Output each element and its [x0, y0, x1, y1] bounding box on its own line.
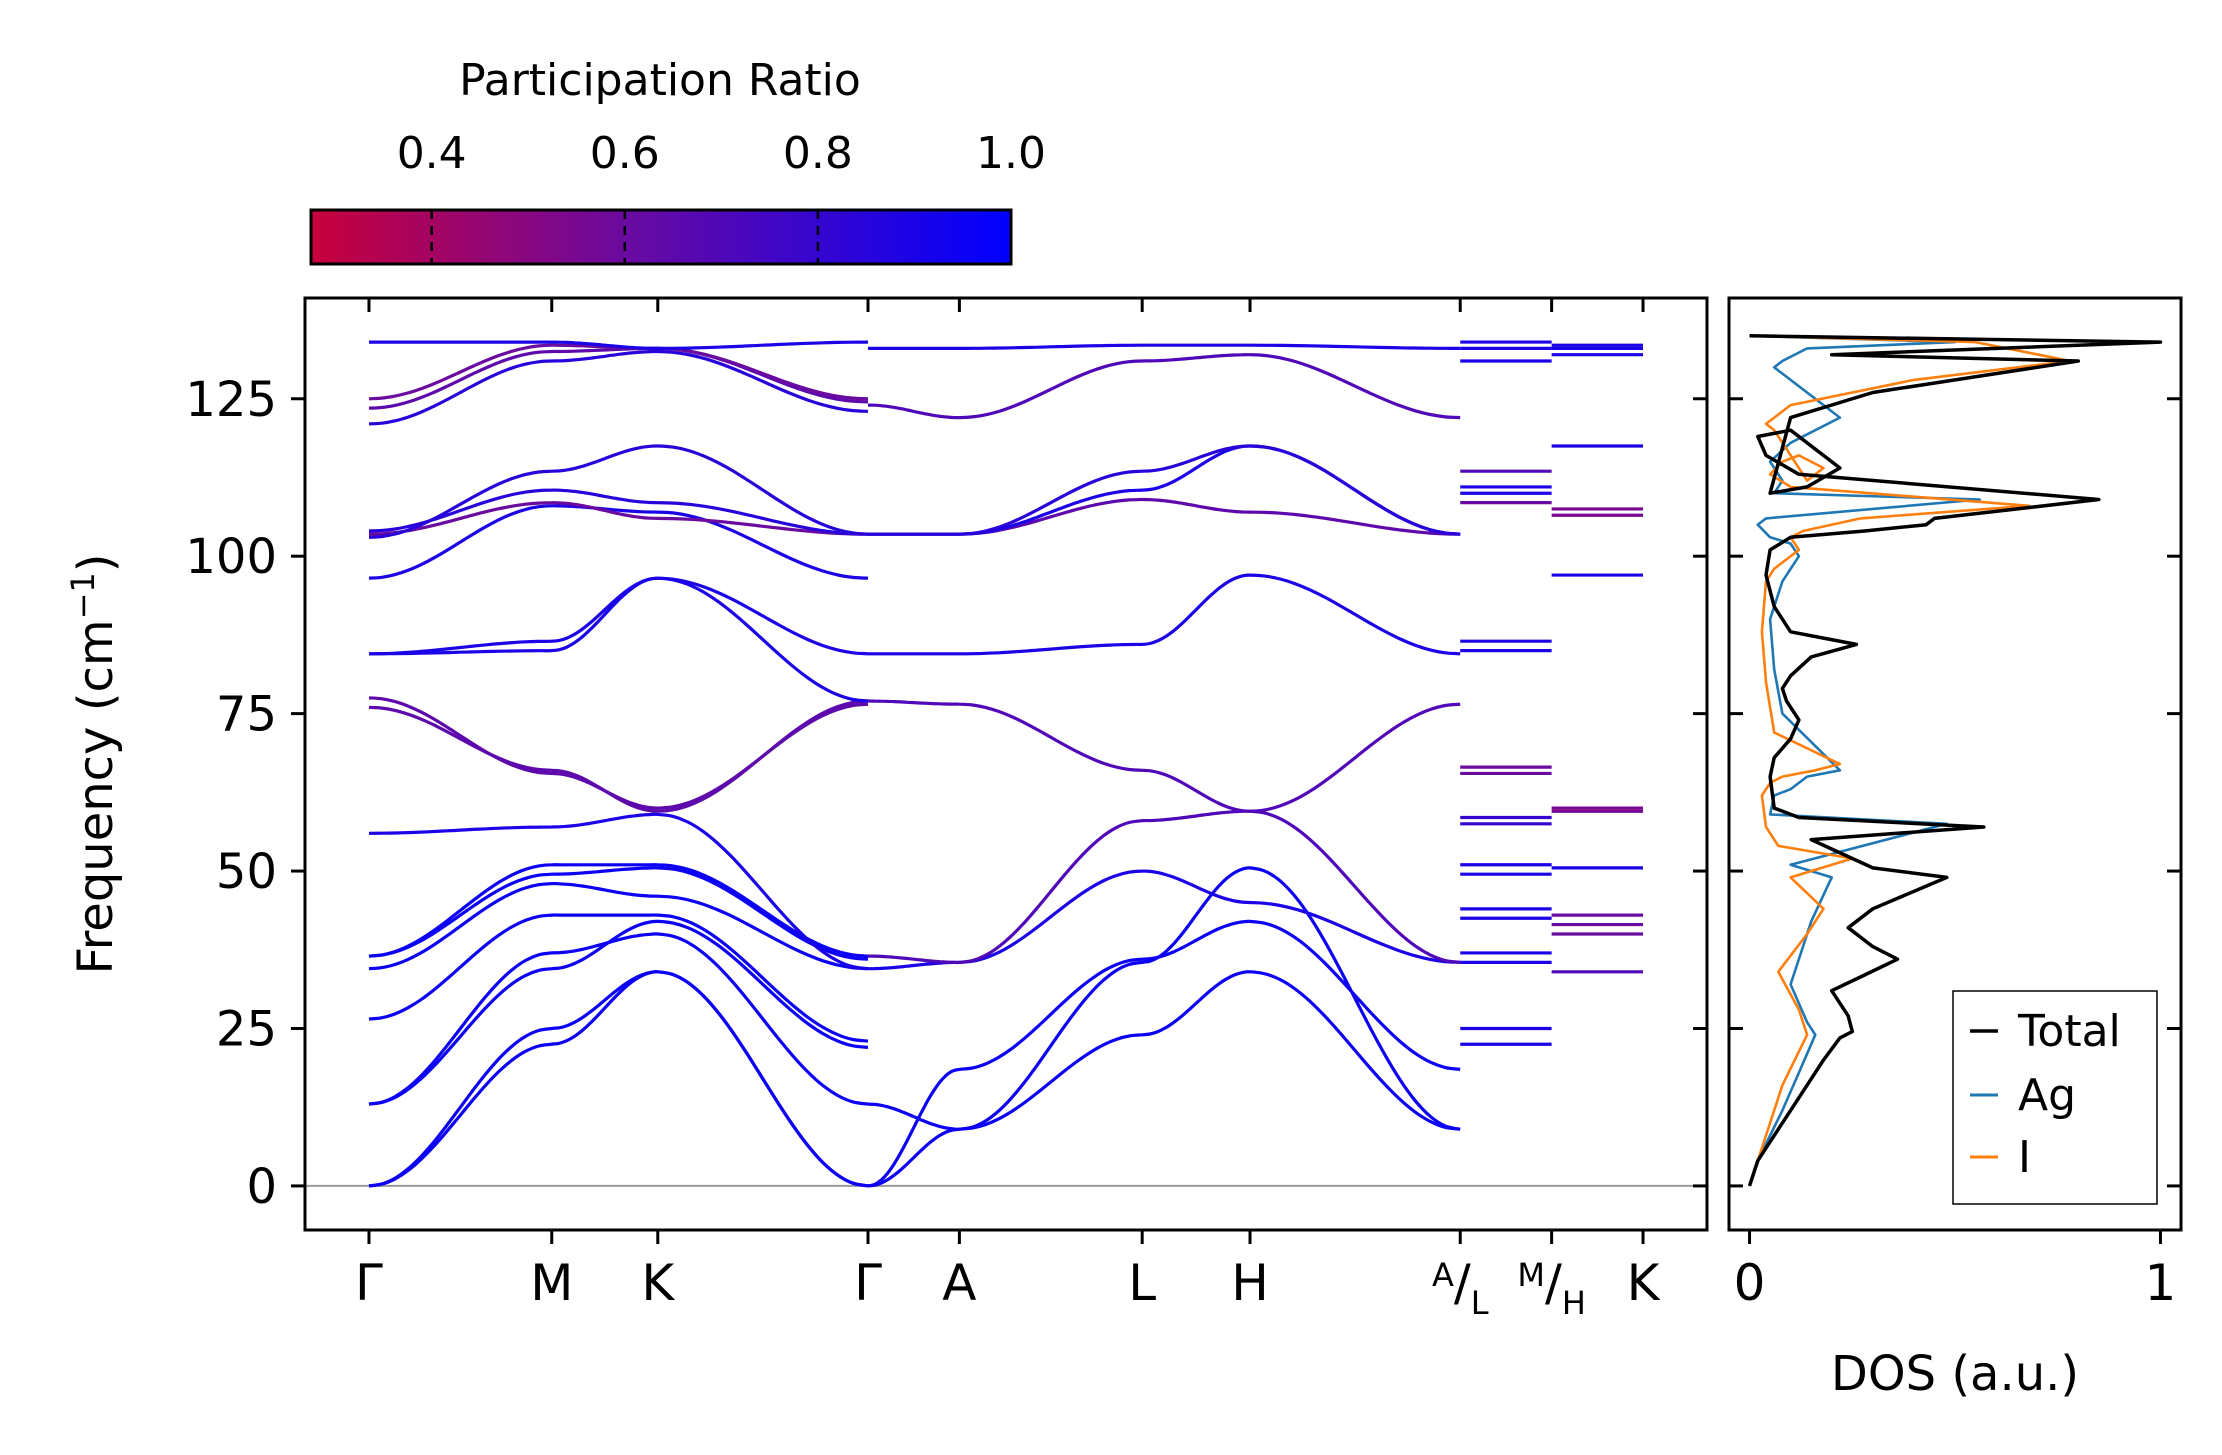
- x-tick-label: A: [942, 1254, 976, 1312]
- x-tick-label: Γ: [355, 1254, 383, 1312]
- x-tick-label: M/H: [1517, 1254, 1586, 1322]
- band-gamma-m-k-gamma: [368, 970, 869, 1188]
- legend-box: [1952, 990, 2158, 1205]
- dos-frame: [1727, 296, 2183, 1232]
- dos-curves: [1747, 334, 2163, 1187]
- band-gamma-m-k-gamma: [368, 488, 869, 536]
- colorbar-tick-label: 0.8: [783, 128, 853, 179]
- band-gamma-a-l-h-a: [868, 444, 1461, 536]
- band-gamma-m-k-gamma: [368, 349, 869, 426]
- colorbar-title: Participation Ratio: [459, 55, 861, 106]
- dos-x-tick-label: 1: [2145, 1254, 2177, 1312]
- y-tick-label: 0: [246, 1159, 277, 1215]
- band-gamma-m-k-gamma: [368, 863, 869, 958]
- dos-curve-ag: [1748, 334, 1981, 1187]
- band-gamma-m-k-gamma: [368, 881, 869, 971]
- colorbar: Participation Ratio 0.4 0.6 0.8 1.0: [309, 55, 1046, 266]
- band-gamma-a-l-h-a: [867, 809, 1461, 965]
- band-gamma-a-l-h-a: [867, 699, 1461, 813]
- colorbar-ticks: 0.4 0.6 0.8 1.0: [397, 128, 1046, 264]
- y-tick-label: 75: [216, 687, 277, 743]
- band-gamma-m-k-gamma: [368, 913, 869, 1043]
- band-gamma-m-k-gamma: [368, 919, 869, 1106]
- band-gamma-m-k-gamma: [368, 501, 869, 536]
- band-gamma-a-l-h-a: [867, 866, 1461, 1131]
- colorbar-tick-label: 0.6: [590, 128, 660, 179]
- x-tick-label: K: [641, 1254, 675, 1312]
- y-tick-label: 50: [216, 844, 277, 900]
- x-tick-label: M: [530, 1254, 573, 1312]
- band-gamma-m-k-gamma: [368, 699, 869, 813]
- band-gamma-m-k-gamma: [368, 932, 869, 1106]
- y-tick-label: 125: [185, 372, 277, 428]
- band-gamma-a-l-h-a: [867, 919, 1461, 1188]
- band-gamma-a-l-h-a: [867, 353, 1461, 420]
- y-axis-label: Frequency (cm−1): [64, 553, 124, 974]
- colorbar-gradient: [309, 208, 1013, 266]
- dispersion-frame: [303, 296, 1709, 1232]
- x-tick-label: Γ: [854, 1254, 882, 1312]
- x-tick-label: H: [1231, 1254, 1269, 1312]
- band-gamma-m-k-gamma: [368, 444, 869, 539]
- band-gamma-m-k-gamma: [368, 696, 869, 810]
- dos-curve-total: [1747, 334, 2163, 1187]
- legend-label-ag: Ag: [2018, 1070, 2076, 1121]
- phonon-bands: [305, 340, 1707, 1188]
- dispersion-panel: 0 25 50 75 100 125 Γ M K Γ A L H A/L M/H K Frequency (…: [64, 296, 1709, 1322]
- band-gamma-a-l-h-a: [867, 970, 1461, 1188]
- y-axis-ticks: 0 25 50 75 100 125: [185, 372, 1707, 1215]
- colorbar-tick-label: 1.0: [976, 128, 1046, 179]
- dos-x-axis-label: DOS (a.u.): [1831, 1346, 2079, 1402]
- band-gamma-a-l-h-a: [867, 869, 1461, 971]
- dos-curve-i: [1748, 334, 2072, 1187]
- legend-label-total: Total: [2017, 1006, 2121, 1057]
- x-tick-label: A/L: [1432, 1254, 1489, 1322]
- x-tick-label: L: [1128, 1254, 1156, 1312]
- band-gamma-a-l-h-a: [868, 343, 1461, 350]
- colorbar-tick-label: 0.4: [397, 128, 467, 179]
- legend-label-i: I: [2018, 1132, 2031, 1183]
- band-gamma-m-k-gamma: [369, 340, 869, 350]
- x-tick-label: K: [1627, 1254, 1661, 1312]
- y-tick-label: 100: [185, 529, 277, 585]
- band-gamma-a-l-h-a: [868, 444, 1461, 536]
- band-gamma-m-k-gamma: [368, 866, 869, 961]
- x-axis-ticks: Γ M K Γ A L H A/L M/H K: [355, 298, 1661, 1322]
- y-tick-label: 25: [216, 1001, 277, 1057]
- band-gamma-a-l-h-a: [868, 573, 1461, 656]
- band-gamma-m-k-gamma: [368, 812, 869, 971]
- legend: Total Ag I: [1952, 990, 2158, 1205]
- band-gamma-m-k-gamma: [368, 576, 869, 656]
- dos-x-tick-label: 0: [1734, 1254, 1766, 1312]
- band-gamma-a-l-h-a: [868, 497, 1461, 536]
- band-gamma-m-k-gamma: [369, 576, 869, 703]
